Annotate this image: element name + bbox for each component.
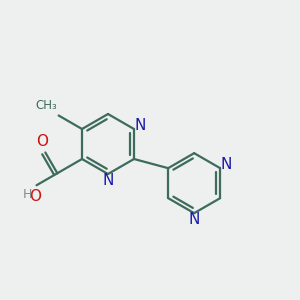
Text: N: N [134, 118, 146, 133]
Text: N: N [188, 212, 200, 227]
Text: N: N [220, 158, 232, 172]
Text: O: O [29, 189, 41, 204]
Text: H: H [22, 188, 32, 201]
Text: CH₃: CH₃ [35, 100, 57, 112]
Text: N: N [102, 173, 114, 188]
Text: O: O [36, 134, 48, 149]
